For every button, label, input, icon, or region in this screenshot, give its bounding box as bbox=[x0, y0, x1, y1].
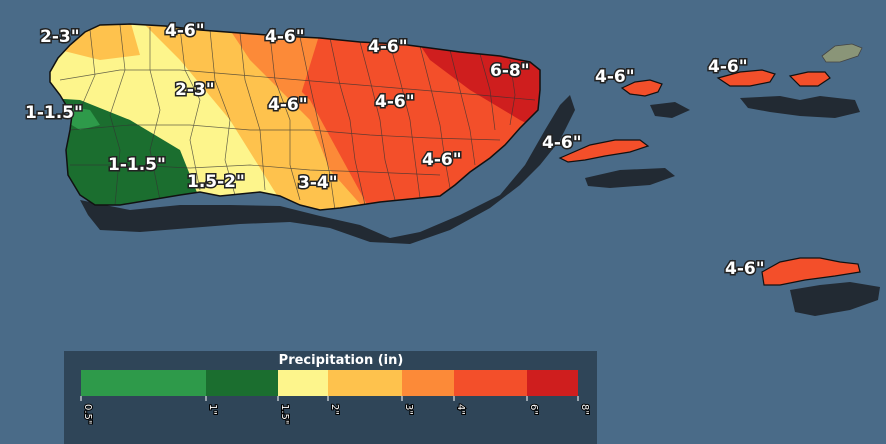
legend-ticks: 0.5" 1" 1.5" 2" 3" 4" 6" 8" bbox=[80, 396, 591, 426]
vi-north-shadow bbox=[740, 96, 860, 118]
label-north-center: 4-6" bbox=[265, 27, 305, 47]
label-south-center-west: 1.5-2" bbox=[187, 172, 245, 192]
legend-tick-label: 6" bbox=[528, 404, 539, 415]
vieques bbox=[558, 139, 650, 163]
label-far-northeast: 6-8" bbox=[490, 61, 530, 81]
culebra bbox=[620, 79, 663, 97]
legend-swatch bbox=[527, 370, 578, 396]
vieques-shadow bbox=[585, 168, 675, 188]
st-john bbox=[788, 71, 831, 87]
label-nw-corner: 2-3" bbox=[40, 27, 80, 47]
label-southeast: 4-6" bbox=[422, 150, 462, 170]
culebra-shadow bbox=[650, 102, 690, 118]
label-center-east: 4-6" bbox=[375, 92, 415, 112]
legend-swatch bbox=[454, 370, 527, 396]
legend-swatch bbox=[278, 370, 328, 396]
tortola bbox=[821, 43, 863, 63]
label-virgin-islands-north: 4-6" bbox=[708, 57, 748, 77]
legend-swatch bbox=[206, 370, 278, 396]
pr-shadow bbox=[80, 95, 575, 244]
legend-tick-label: 2" bbox=[329, 404, 340, 415]
label-south-center: 3-4" bbox=[298, 173, 338, 193]
legend-swatch bbox=[328, 370, 402, 396]
legend-tick-label: 1" bbox=[207, 404, 218, 415]
municipal-borders bbox=[59, 24, 536, 210]
label-southwest: 1-1.5" bbox=[108, 155, 166, 175]
label-center: 4-6" bbox=[268, 95, 308, 115]
legend-swatch bbox=[81, 370, 206, 396]
label-west-coast: 1-1.5" bbox=[25, 103, 83, 123]
label-northeast: 4-6" bbox=[368, 37, 408, 57]
label-vieques: 4-6" bbox=[542, 133, 582, 153]
label-north-center-west: 4-6" bbox=[165, 21, 205, 41]
legend-tick-label: 4" bbox=[455, 404, 466, 415]
legend-tick-label: 1.5" bbox=[279, 404, 290, 425]
puerto-rico-outline bbox=[49, 23, 541, 211]
label-st-croix: 4-6" bbox=[725, 259, 765, 279]
zone-1-1-5 bbox=[50, 95, 200, 210]
legend-tick-label: 0.5" bbox=[82, 404, 93, 425]
st-croix bbox=[761, 257, 861, 286]
st-croix-shadow bbox=[790, 282, 880, 316]
st-thomas bbox=[716, 69, 776, 87]
map-labels: 2-3" 1-1.5" 4-6" 4-6" 4-6" 6-8" 4-6" 4-6… bbox=[24, 20, 767, 281]
legend-panel bbox=[64, 351, 597, 444]
land-shadows bbox=[80, 95, 880, 316]
legend-title: Precipitation (in) bbox=[279, 353, 404, 368]
label-center-west: 2-3" bbox=[175, 80, 215, 100]
legend-tick-label: 3" bbox=[403, 404, 414, 415]
legend-swatch bbox=[402, 370, 454, 396]
legend-tick-label: 8" bbox=[579, 404, 590, 415]
legend: Precipitation (in) 0.5" 1" 1.5" 2" 3" 4" 6" 8" bbox=[64, 351, 597, 444]
legend-color-bar bbox=[81, 370, 578, 396]
label-culebra: 4-6" bbox=[595, 67, 635, 87]
